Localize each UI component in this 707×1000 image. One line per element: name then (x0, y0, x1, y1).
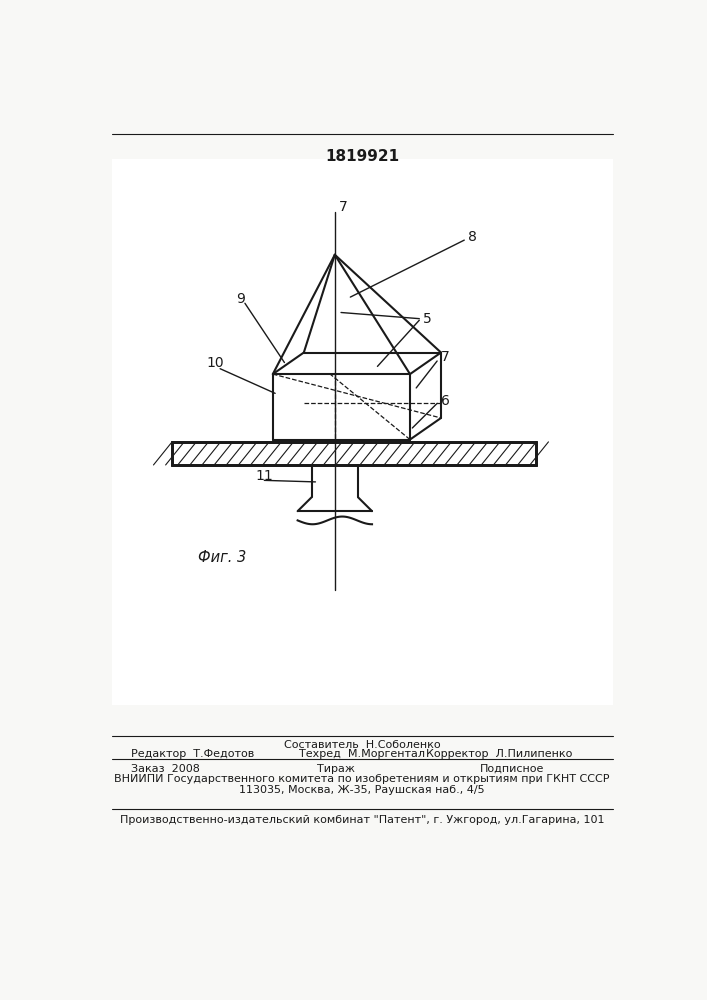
Text: Заказ  2008: Заказ 2008 (131, 764, 200, 774)
Text: Редактор  Т.Федотов: Редактор Т.Федотов (131, 749, 255, 759)
Text: ВНИИПИ Государственного комитета по изобретениям и открытиям при ГКНТ СССР: ВНИИПИ Государственного комитета по изоб… (115, 774, 609, 784)
Text: 10: 10 (206, 356, 224, 370)
Text: Фиг. 3: Фиг. 3 (199, 550, 247, 565)
Text: 7: 7 (339, 200, 347, 214)
Text: Техред  М.Моргентал: Техред М.Моргентал (299, 749, 425, 759)
Polygon shape (273, 255, 335, 374)
Text: 1819921: 1819921 (325, 149, 399, 164)
Text: 5: 5 (423, 312, 432, 326)
Text: Тираж: Тираж (317, 764, 355, 774)
Polygon shape (410, 353, 441, 440)
Text: Производственно-издательский комбинат "Патент", г. Ужгород, ул.Гагарина, 101: Производственно-издательский комбинат "П… (119, 815, 604, 825)
Text: 9: 9 (235, 292, 245, 306)
Polygon shape (273, 353, 441, 374)
Polygon shape (172, 442, 537, 465)
Polygon shape (304, 255, 441, 353)
Text: 7: 7 (441, 350, 450, 364)
Text: Подписное: Подписное (480, 764, 544, 774)
Polygon shape (112, 158, 613, 705)
Text: 11: 11 (255, 469, 273, 483)
Text: 8: 8 (468, 230, 477, 244)
Text: 113035, Москва, Ж-35, Раушская наб., 4/5: 113035, Москва, Ж-35, Раушская наб., 4/5 (239, 785, 485, 795)
Text: Корректор  Л.Пилипенко: Корректор Л.Пилипенко (426, 749, 573, 759)
Text: 6: 6 (441, 394, 450, 408)
Polygon shape (273, 374, 410, 440)
Polygon shape (273, 255, 410, 374)
Text: Составитель  Н.Соболенко: Составитель Н.Соболенко (284, 740, 440, 750)
Polygon shape (335, 255, 441, 374)
Polygon shape (304, 353, 441, 418)
